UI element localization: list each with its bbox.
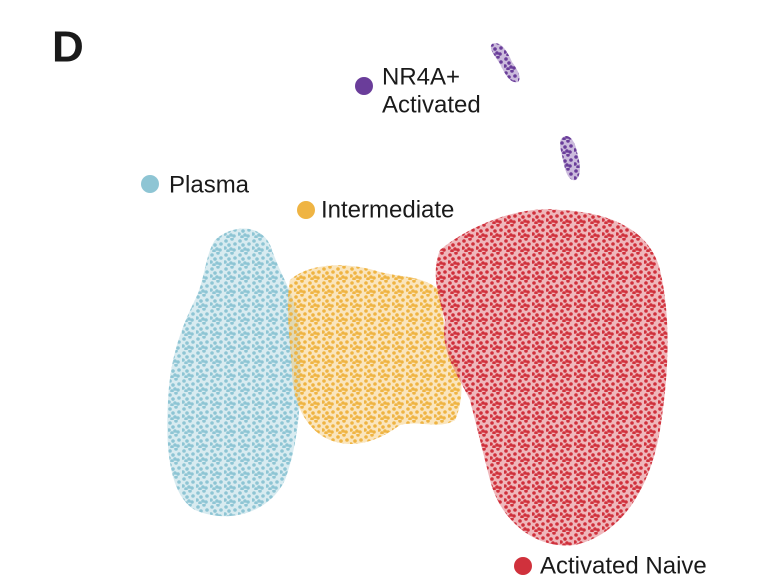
panel-label: D: [52, 23, 84, 72]
legend-label: Activated: [382, 91, 481, 118]
legend-dot: [297, 201, 315, 219]
cluster-region: [167, 228, 301, 517]
legend-label: Intermediate: [321, 196, 454, 223]
cluster-region: [560, 135, 580, 181]
cluster-region: [435, 209, 668, 546]
legend-dot: [141, 175, 159, 193]
legend-label: Plasma: [169, 171, 250, 198]
cluster-region: [287, 265, 462, 445]
legend-label: Activated Naive: [540, 552, 707, 579]
legend-dot: [355, 77, 373, 95]
cluster-region: [490, 43, 520, 83]
legend-dot: [514, 557, 532, 575]
legend-label: NR4A+: [382, 63, 460, 90]
